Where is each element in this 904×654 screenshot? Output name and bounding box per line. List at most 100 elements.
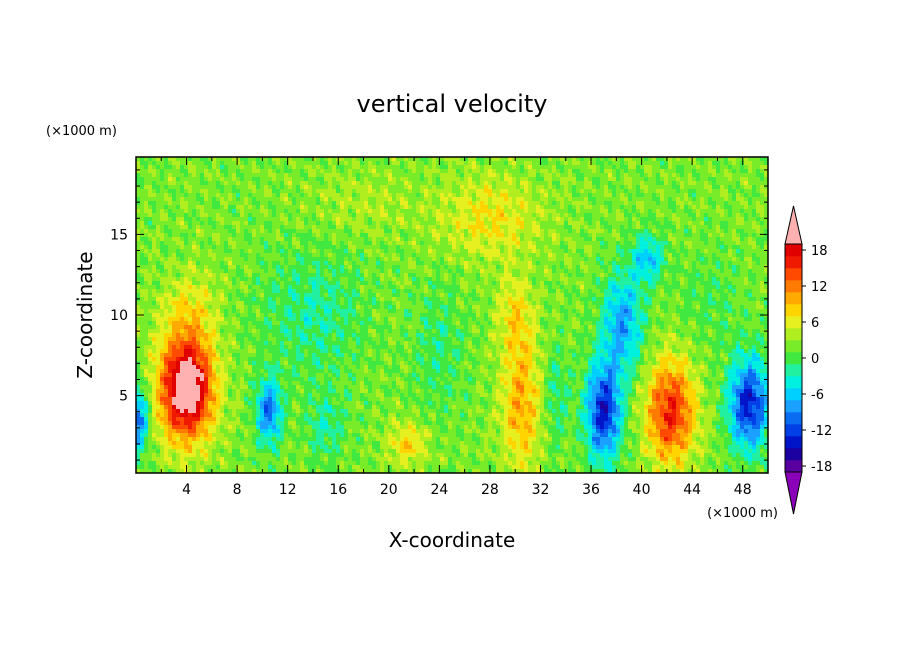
contour-cell xyxy=(532,189,537,194)
contour-cell xyxy=(144,173,149,178)
contour-cell xyxy=(140,217,145,222)
contour-cell xyxy=(492,185,497,190)
contour-cell xyxy=(332,261,337,266)
contour-cell xyxy=(156,169,161,174)
contour-cell xyxy=(352,177,357,182)
contour-cell xyxy=(652,257,657,262)
contour-cell xyxy=(688,165,693,170)
contour-cell xyxy=(448,185,453,190)
contour-cell xyxy=(512,169,517,174)
contour-cell xyxy=(176,177,181,182)
contour-cell xyxy=(592,229,597,234)
contour-cell xyxy=(288,213,293,218)
contour-cell xyxy=(176,197,181,202)
contour-cell xyxy=(388,201,393,206)
contour-cell xyxy=(640,181,645,186)
contour-cell xyxy=(580,233,585,238)
contour-cell xyxy=(316,225,321,230)
contour-cell xyxy=(164,253,169,258)
contour-cell xyxy=(696,237,701,242)
contour-cell xyxy=(168,185,173,190)
contour-cell xyxy=(404,257,409,262)
contour-cell xyxy=(308,245,313,250)
contour-cell xyxy=(512,225,517,230)
contour-cell xyxy=(340,201,345,206)
contour-cell xyxy=(592,169,597,174)
contour-cell xyxy=(472,249,477,254)
contour-cell xyxy=(592,225,597,230)
contour-cell xyxy=(676,181,681,186)
contour-cell xyxy=(472,277,477,282)
contour-cell xyxy=(720,257,725,262)
contour-cell xyxy=(188,225,193,230)
contour-cell xyxy=(152,245,157,250)
contour-cell xyxy=(248,241,253,246)
contour-cell xyxy=(688,237,693,242)
contour-cell xyxy=(252,249,257,254)
contour-cell xyxy=(196,217,201,222)
contour-cell xyxy=(248,225,253,230)
contour-cell xyxy=(264,281,269,286)
contour-cell xyxy=(176,281,181,286)
contour-cell xyxy=(448,257,453,262)
contour-cell xyxy=(292,245,297,250)
contour-cell xyxy=(720,241,725,246)
contour-cell xyxy=(644,209,649,214)
contour-cell xyxy=(456,221,461,226)
contour-cell xyxy=(508,221,513,226)
contour-cell xyxy=(176,169,181,174)
contour-cell xyxy=(428,177,433,182)
contour-cell xyxy=(196,225,201,230)
contour-cell xyxy=(384,157,389,162)
contour-cell xyxy=(408,233,413,238)
contour-cell xyxy=(400,201,405,206)
contour-cell xyxy=(364,213,369,218)
contour-cell xyxy=(440,197,445,202)
contour-cell xyxy=(400,269,405,274)
contour-cell xyxy=(756,193,761,198)
contour-cell xyxy=(560,205,565,210)
contour-cell xyxy=(180,157,185,162)
contour-cell xyxy=(336,165,341,170)
contour-cell xyxy=(196,265,201,270)
contour-cell xyxy=(736,209,741,214)
contour-cell xyxy=(524,205,529,210)
contour-cell xyxy=(248,237,253,242)
contour-cell xyxy=(432,205,437,210)
contour-cell xyxy=(220,249,225,254)
contour-cell xyxy=(600,185,605,190)
contour-cell xyxy=(336,205,341,210)
contour-cell xyxy=(728,185,733,190)
contour-cell xyxy=(648,245,653,250)
contour-cell xyxy=(420,189,425,194)
contour-cell xyxy=(456,189,461,194)
contour-cell xyxy=(440,229,445,234)
contour-cell xyxy=(612,209,617,214)
contour-cell xyxy=(156,273,161,278)
contour-cell xyxy=(740,245,745,250)
contour-cell xyxy=(692,257,697,262)
contour-cell xyxy=(224,261,229,266)
contour-cell xyxy=(384,257,389,262)
contour-cell xyxy=(720,169,725,174)
contour-cell xyxy=(244,277,249,282)
contour-cell xyxy=(576,249,581,254)
contour-cell xyxy=(308,241,313,246)
contour-cell xyxy=(320,229,325,234)
contour-cell xyxy=(560,261,565,266)
contour-cell xyxy=(736,253,741,258)
contour-cell xyxy=(416,269,421,274)
contour-cell xyxy=(248,269,253,274)
contour-cell xyxy=(456,277,461,282)
contour-cell xyxy=(684,197,689,202)
contour-cell xyxy=(356,233,361,238)
contour-cell xyxy=(724,277,729,282)
contour-cell xyxy=(612,173,617,178)
contour-cell xyxy=(332,177,337,182)
contour-cell xyxy=(496,249,501,254)
contour-cell xyxy=(500,165,505,170)
contour-cell xyxy=(540,253,545,258)
contour-cell xyxy=(428,209,433,214)
contour-cell xyxy=(708,157,713,162)
contour-cell xyxy=(588,193,593,198)
